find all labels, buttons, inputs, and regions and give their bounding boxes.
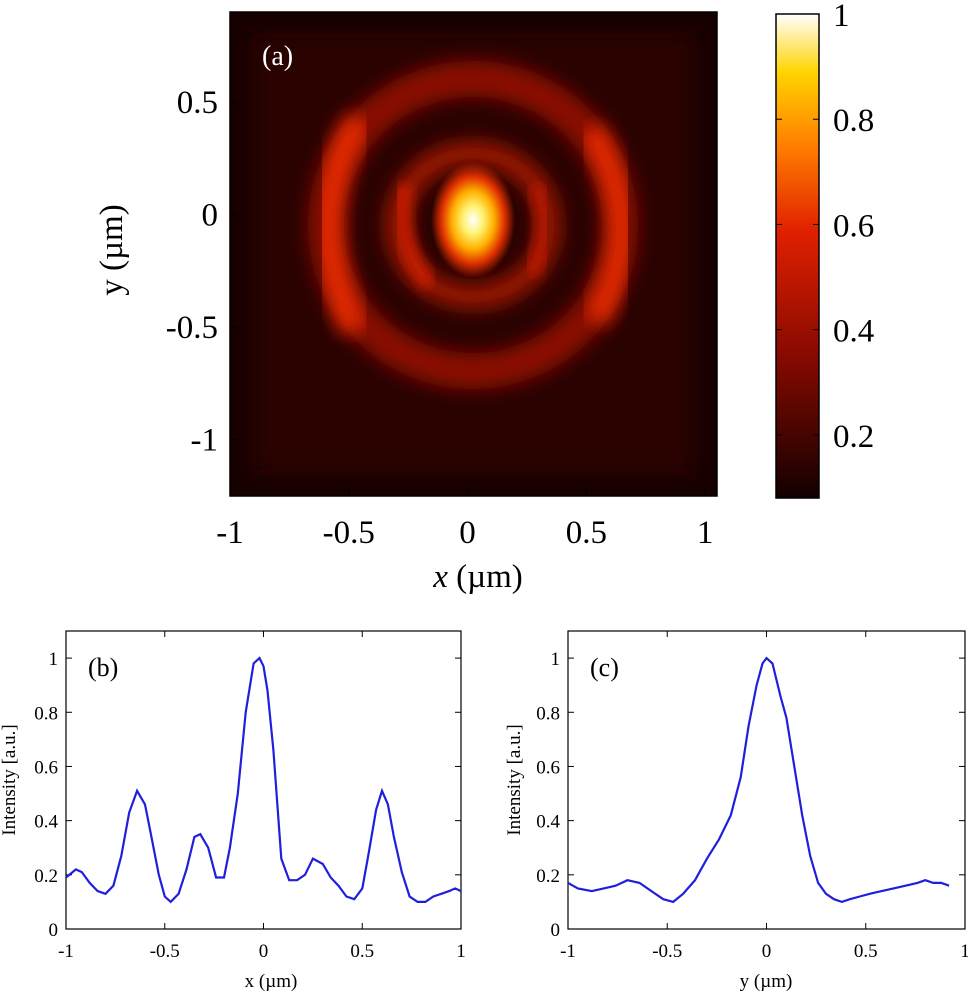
heatmap-image — [230, 12, 717, 496]
panel-c-frame — [567, 630, 966, 930]
ytick-label: 0.4 — [536, 812, 560, 833]
heatmap-xtick-label: -0.5 — [323, 515, 375, 551]
heatmap-xtick-label: -1 — [216, 515, 244, 551]
panel-b: -1 -0.5 0 0.5 1 0 0.2 0.4 0.6 0.8 1 (b) x (µm) Int… — [0, 630, 466, 992]
xtick-label: -0.5 — [652, 941, 682, 962]
heatmap-ylabel: y (µm) — [94, 204, 130, 295]
panel-b-ylabel: Intensity [a.u.] — [0, 724, 20, 835]
xtick-label: 1 — [456, 941, 466, 962]
heatmap-xlabel-variable: x — [432, 559, 448, 595]
colorbar-gradient — [776, 14, 819, 498]
colorbar-tick-label: 0.4 — [833, 314, 874, 350]
heatmap-axes: -1 -0.5 0 0.5 1 0.5 0 -0.5 -1 — [166, 85, 714, 551]
ytick-label: 0.6 — [34, 757, 58, 778]
central-peak — [431, 162, 515, 278]
xtick-label: -1 — [560, 941, 576, 962]
heatmap-xlabel-unit: (µm) — [448, 559, 523, 595]
xtick-label: -1 — [58, 941, 74, 962]
heatmap-ytick-label: 0 — [202, 198, 219, 234]
colorbar-tick-label: 0.8 — [833, 103, 874, 139]
heatmap-frame — [229, 11, 718, 497]
heatmap-xlabel: x (µm) — [432, 559, 523, 595]
ytick-label: 0 — [551, 920, 561, 941]
ytick-label: 0.8 — [34, 703, 58, 724]
panel-label-c: (c) — [590, 653, 619, 682]
heatmap-ytick-label: -1 — [191, 423, 219, 459]
ytick-label: 0 — [49, 920, 59, 941]
ytick-label: 0.2 — [34, 866, 58, 887]
outer-ring-left-arc — [315, 113, 372, 336]
colorbar: 1 0.8 0.6 0.4 0.2 — [775, 0, 874, 499]
panel-a: (a) -1 -0.5 0 0.5 1 0.5 0 -0.5 -1 x (µm) y (µm) — [94, 11, 718, 595]
xtick-label: 0.5 — [854, 941, 878, 962]
panel-c-line — [567, 656, 950, 904]
panel-b-frame — [65, 630, 462, 930]
heatmap-xtick-label: 0.5 — [566, 515, 607, 551]
panel-label-b: (b) — [88, 653, 118, 682]
outer-ring-right-arc — [579, 123, 634, 327]
panel-b-line — [65, 656, 462, 904]
panel-c-xlabel: y (µm) — [740, 971, 793, 992]
inner-ring-arc-right — [522, 181, 552, 279]
heatmap-ytick-label: 0.5 — [177, 85, 218, 121]
panel-c: -1 -0.5 0 0.5 1 0 0.2 0.4 0.6 0.8 1 (c) y (µm) Int… — [504, 630, 968, 992]
colorbar-tick-label: 0.6 — [833, 208, 874, 244]
panel-c-axes: -1 -0.5 0 0.5 1 0 0.2 0.4 0.6 0.8 1 — [536, 631, 968, 962]
colorbar-frame — [775, 13, 820, 499]
ytick-label: 0.4 — [34, 812, 58, 833]
ytick-label: 1 — [551, 649, 561, 670]
ytick-label: 0.2 — [536, 866, 560, 887]
ytick-label: 0.6 — [536, 757, 560, 778]
colorbar-tick-label: 0.2 — [833, 419, 874, 455]
xtick-label: 0.5 — [350, 941, 374, 962]
xtick-label: -0.5 — [150, 941, 180, 962]
panel-c-ylabel: Intensity [a.u.] — [504, 724, 525, 835]
panel-label-a: (a) — [262, 41, 293, 72]
heatmap-xtick-label: 0 — [459, 515, 476, 551]
xtick-label: 1 — [960, 941, 968, 962]
heatmap-ytick-label: -0.5 — [166, 310, 218, 346]
ytick-label: 0.8 — [536, 703, 560, 724]
panel-b-xlabel: x (µm) — [245, 971, 298, 992]
panel-b-axes: -1 -0.5 0 0.5 1 0 0.2 0.4 0.6 0.8 1 — [34, 631, 466, 962]
colorbar-tick-label: 1 — [833, 0, 850, 34]
heatmap-xtick-label: 1 — [697, 515, 714, 551]
colorbar-ticks: 1 0.8 0.6 0.4 0.2 — [776, 0, 874, 455]
xtick-label: 0 — [762, 941, 772, 962]
inner-ring-arc — [394, 183, 437, 291]
xtick-label: 0 — [259, 941, 269, 962]
ytick-label: 1 — [49, 649, 59, 670]
